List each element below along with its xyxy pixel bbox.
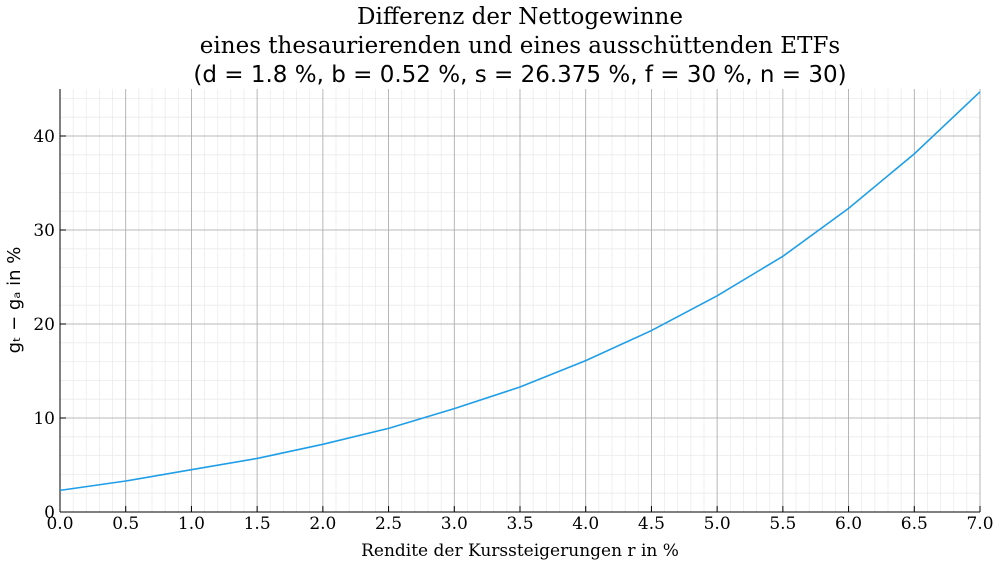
x-tick-label: 4.5	[638, 514, 665, 534]
x-tick-label: 1.0	[178, 514, 205, 534]
x-tick-label: 6.0	[835, 514, 862, 534]
data-line	[59, 91, 981, 492]
x-tick-label: 0.5	[112, 514, 139, 534]
x-tick-label: 5.0	[704, 514, 731, 534]
x-tick-label: 5.5	[769, 514, 796, 534]
x-tick-label: 0.0	[46, 514, 73, 534]
chart-title: Differenz der Nettogewinne	[357, 4, 683, 30]
x-tick-label: 2.5	[375, 514, 402, 534]
x-tick-label: 3.0	[441, 514, 468, 534]
y-tick-label: 40	[33, 127, 55, 147]
y-axis-label: gₜ − gₐ in %	[4, 247, 25, 354]
chart-subtitle: (d = 1.8 %, b = 0.52 %, s = 26.375 %, f …	[193, 62, 846, 88]
y-tick-label: 10	[33, 409, 55, 429]
x-tick-label: 4.0	[572, 514, 599, 534]
x-tick-label: 3.5	[506, 514, 533, 534]
x-tick-label: 7.0	[966, 514, 993, 534]
x-tick-label: 6.5	[901, 514, 928, 534]
x-axis-label: Rendite der Kurssteigerungen r in %	[361, 541, 679, 561]
y-tick-label: 0	[44, 503, 55, 523]
chart-title: eines thesaurierenden und eines ausschüt…	[200, 33, 840, 59]
y-tick-label: 20	[33, 315, 55, 335]
x-tick-label: 2.0	[309, 514, 336, 534]
y-tick-label: 30	[33, 221, 55, 241]
x-tick-label: 1.5	[244, 514, 271, 534]
